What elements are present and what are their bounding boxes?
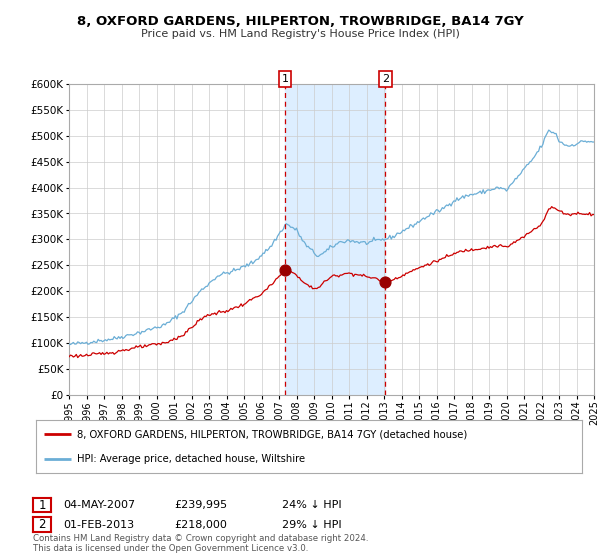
- Text: 1: 1: [281, 74, 289, 84]
- Text: This data is licensed under the Open Government Licence v3.0.: This data is licensed under the Open Gov…: [33, 544, 308, 553]
- Text: Contains HM Land Registry data © Crown copyright and database right 2024.: Contains HM Land Registry data © Crown c…: [33, 534, 368, 543]
- Text: Price paid vs. HM Land Registry's House Price Index (HPI): Price paid vs. HM Land Registry's House …: [140, 29, 460, 39]
- Text: 1: 1: [38, 498, 46, 512]
- Point: [280, 266, 290, 275]
- Text: 2: 2: [38, 518, 46, 531]
- Bar: [285, 84, 385, 395]
- Text: 04-MAY-2007: 04-MAY-2007: [63, 500, 135, 510]
- Text: 01-FEB-2013: 01-FEB-2013: [63, 520, 134, 530]
- Text: 8, OXFORD GARDENS, HILPERTON, TROWBRIDGE, BA14 7GY (detached house): 8, OXFORD GARDENS, HILPERTON, TROWBRIDGE…: [77, 430, 467, 440]
- Point: [380, 277, 390, 286]
- Text: £218,000: £218,000: [174, 520, 227, 530]
- Text: HPI: Average price, detached house, Wiltshire: HPI: Average price, detached house, Wilt…: [77, 454, 305, 464]
- Text: 2: 2: [382, 74, 389, 84]
- Text: 29% ↓ HPI: 29% ↓ HPI: [282, 520, 341, 530]
- Text: 8, OXFORD GARDENS, HILPERTON, TROWBRIDGE, BA14 7GY: 8, OXFORD GARDENS, HILPERTON, TROWBRIDGE…: [77, 15, 523, 27]
- Text: 24% ↓ HPI: 24% ↓ HPI: [282, 500, 341, 510]
- Text: £239,995: £239,995: [174, 500, 227, 510]
